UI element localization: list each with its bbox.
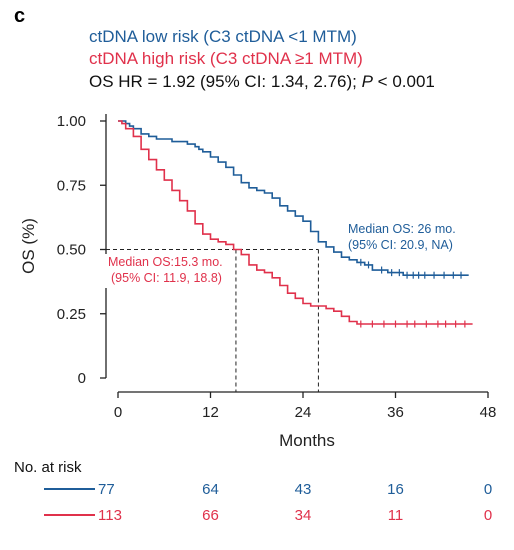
- x-axis-title: Months: [279, 431, 335, 450]
- hazard-ratio-text: OS HR = 1.92 (95% CI: 1.34, 2.76); P < 0…: [89, 72, 435, 91]
- median-reference-lines: [106, 249, 319, 392]
- x-tick-label: 12: [202, 404, 219, 421]
- median-os-high-ci: (95% CI: 11.9, 18.8): [111, 271, 222, 285]
- risk-count-low-risk: 0: [484, 481, 492, 498]
- risk-table-title: No. at risk: [14, 459, 82, 476]
- y-tick-label: 1.00: [57, 113, 86, 130]
- median-os-high-label: Median OS:15.3 mo.: [108, 255, 223, 269]
- km-curve-high-risk: [118, 120, 473, 325]
- panel-label: c: [14, 5, 25, 27]
- km-curve-low-risk: [118, 120, 469, 276]
- hr-prefix: OS HR = 1.92 (95% CI: 1.34, 2.76);: [89, 72, 362, 91]
- hr-p-value: < 0.001: [373, 72, 435, 91]
- hr-p-symbol: P: [362, 72, 374, 91]
- risk-count-low-risk: 64: [202, 481, 219, 498]
- risk-count-high-risk: 66: [202, 507, 219, 524]
- y-tick-label: 0.75: [57, 177, 86, 194]
- legend-entry-high-risk: ctDNA high risk (C3 ctDNA ≥1 MTM): [89, 49, 363, 68]
- risk-count-high-risk: 11: [388, 507, 404, 524]
- x-tick-label: 0: [114, 404, 122, 421]
- legend-entry-low-risk: ctDNA low risk (C3 ctDNA <1 MTM): [89, 27, 357, 46]
- risk-count-low-risk: 77: [98, 481, 115, 498]
- median-os-high-label-backdrop: [103, 254, 233, 288]
- x-tick-label: 48: [480, 404, 497, 421]
- risk-count-high-risk: 34: [295, 507, 312, 524]
- x-tick-label: 36: [387, 404, 404, 421]
- median-os-low-ci: (95% CI: 20.9, NA): [348, 238, 453, 252]
- y-tick-label: 0.25: [57, 306, 86, 323]
- x-tick-label: 24: [295, 404, 312, 421]
- axis-ticks: 0 12 24 36 48 0 0.25 0.50 0.75 1.00: [57, 113, 497, 421]
- y-tick-label: 0: [78, 370, 86, 387]
- risk-count-low-risk: 16: [387, 481, 404, 498]
- survival-curves: [118, 120, 473, 328]
- median-os-low-label: Median OS: 26 mo.: [348, 222, 456, 236]
- risk-count-low-risk: 43: [295, 481, 312, 498]
- y-axis-title: OS (%): [19, 218, 38, 274]
- risk-count-high-risk: 113: [98, 507, 122, 524]
- y-tick-label: 0.50: [57, 242, 86, 259]
- risk-count-high-risk: 0: [484, 507, 492, 524]
